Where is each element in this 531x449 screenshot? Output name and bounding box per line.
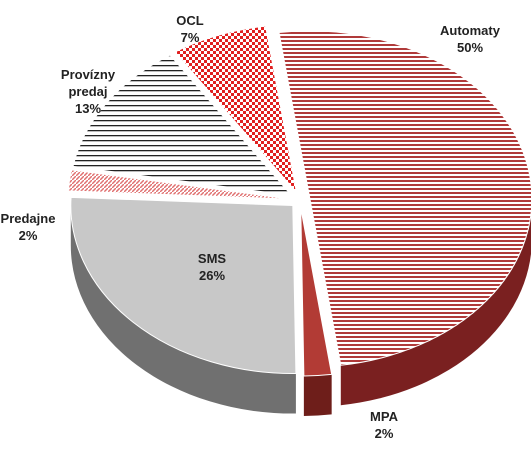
slice bbox=[70, 196, 297, 375]
slice-label: MPA 2% bbox=[329, 408, 439, 442]
category-label: Provízny predaj bbox=[60, 67, 116, 99]
value-label: 2% bbox=[374, 426, 394, 441]
slice bbox=[174, 25, 298, 195]
value-label: 13% bbox=[74, 101, 102, 116]
value-label: 50% bbox=[456, 40, 484, 55]
slice-label: Predajne 2% bbox=[0, 210, 83, 244]
value-label: 2% bbox=[18, 228, 38, 243]
category-label: Predajne bbox=[0, 211, 56, 226]
slice bbox=[300, 207, 333, 377]
slice-side bbox=[70, 205, 296, 414]
slice bbox=[278, 30, 531, 366]
category-label: OCL bbox=[176, 13, 204, 28]
slice-side bbox=[303, 374, 332, 416]
category-label: MPA bbox=[370, 409, 398, 424]
slice-label: Provízny predaj 13% bbox=[33, 66, 143, 117]
slice bbox=[72, 54, 293, 197]
category-label: Automaty bbox=[440, 23, 500, 38]
slice bbox=[67, 169, 291, 200]
slice-label: OCL 7% bbox=[135, 12, 245, 46]
slice-label: SMS 26% bbox=[157, 250, 267, 284]
slice-label: Automaty 50% bbox=[415, 22, 525, 56]
value-label: 26% bbox=[198, 268, 226, 283]
slice-side bbox=[340, 213, 531, 406]
value-label: 7% bbox=[180, 30, 200, 45]
category-label: SMS bbox=[197, 251, 227, 266]
